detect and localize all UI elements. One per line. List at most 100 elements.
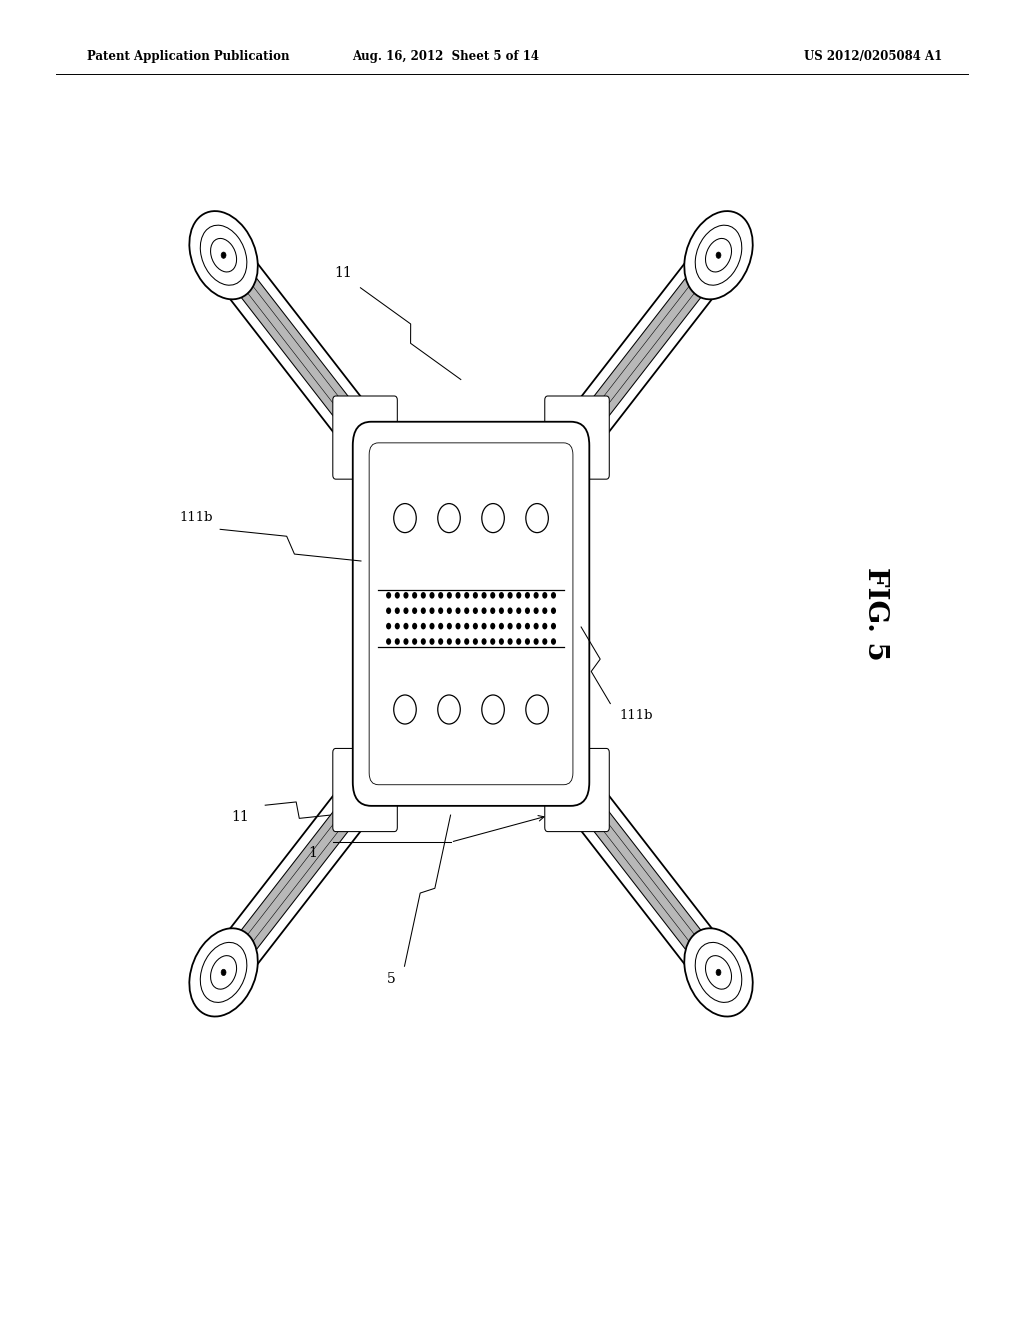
Circle shape	[473, 591, 478, 598]
FancyBboxPatch shape	[352, 422, 590, 805]
Circle shape	[481, 694, 504, 723]
Circle shape	[473, 623, 478, 630]
Circle shape	[394, 503, 417, 532]
Circle shape	[543, 591, 548, 598]
Circle shape	[464, 623, 469, 630]
Polygon shape	[578, 275, 703, 437]
Circle shape	[403, 591, 409, 598]
Circle shape	[412, 623, 417, 630]
Polygon shape	[578, 791, 703, 953]
Circle shape	[534, 607, 539, 614]
Circle shape	[412, 607, 417, 614]
Circle shape	[490, 607, 496, 614]
Circle shape	[543, 623, 548, 630]
Text: 111b: 111b	[179, 511, 213, 524]
Circle shape	[499, 623, 504, 630]
Ellipse shape	[189, 211, 258, 300]
Circle shape	[481, 591, 486, 598]
Text: 1: 1	[308, 846, 316, 859]
Circle shape	[473, 607, 478, 614]
Text: 111b: 111b	[620, 709, 653, 722]
Circle shape	[481, 639, 486, 644]
Circle shape	[525, 607, 530, 614]
Circle shape	[551, 639, 556, 644]
Circle shape	[526, 503, 549, 532]
Circle shape	[525, 591, 530, 598]
FancyBboxPatch shape	[333, 748, 397, 832]
Circle shape	[534, 623, 539, 630]
Circle shape	[525, 623, 530, 630]
Text: FIG. 5: FIG. 5	[862, 566, 889, 661]
Circle shape	[551, 623, 556, 630]
FancyBboxPatch shape	[333, 396, 397, 479]
Circle shape	[421, 623, 426, 630]
Circle shape	[394, 591, 399, 598]
Circle shape	[534, 591, 539, 598]
Ellipse shape	[189, 928, 258, 1016]
Circle shape	[456, 623, 461, 630]
Circle shape	[473, 639, 478, 644]
Circle shape	[386, 591, 391, 598]
Circle shape	[386, 623, 391, 630]
Circle shape	[516, 591, 521, 598]
Circle shape	[438, 591, 443, 598]
Circle shape	[403, 623, 409, 630]
Circle shape	[490, 639, 496, 644]
Circle shape	[526, 694, 549, 723]
Circle shape	[446, 639, 452, 644]
FancyBboxPatch shape	[545, 396, 609, 479]
Circle shape	[534, 639, 539, 644]
Text: Aug. 16, 2012  Sheet 5 of 14: Aug. 16, 2012 Sheet 5 of 14	[352, 50, 539, 63]
Circle shape	[421, 591, 426, 598]
Circle shape	[446, 607, 452, 614]
Circle shape	[421, 607, 426, 614]
Circle shape	[446, 623, 452, 630]
Circle shape	[403, 639, 409, 644]
Text: 11: 11	[231, 810, 249, 824]
Circle shape	[490, 623, 496, 630]
Circle shape	[429, 591, 434, 598]
Circle shape	[551, 591, 556, 598]
Circle shape	[394, 694, 417, 723]
Circle shape	[412, 591, 417, 598]
Text: Patent Application Publication: Patent Application Publication	[87, 50, 290, 63]
Circle shape	[456, 607, 461, 614]
Circle shape	[438, 607, 443, 614]
Circle shape	[394, 639, 399, 644]
Circle shape	[221, 252, 226, 259]
Circle shape	[386, 607, 391, 614]
Circle shape	[508, 623, 513, 630]
Circle shape	[508, 591, 513, 598]
Circle shape	[543, 607, 548, 614]
Circle shape	[464, 607, 469, 614]
Circle shape	[499, 639, 504, 644]
Circle shape	[499, 591, 504, 598]
Polygon shape	[563, 772, 718, 972]
Ellipse shape	[684, 211, 753, 300]
Polygon shape	[563, 256, 718, 455]
Circle shape	[386, 639, 391, 644]
Circle shape	[429, 623, 434, 630]
FancyBboxPatch shape	[545, 748, 609, 832]
Circle shape	[221, 969, 226, 975]
Circle shape	[481, 623, 486, 630]
Text: 11: 11	[334, 267, 352, 280]
Circle shape	[490, 591, 496, 598]
Circle shape	[438, 694, 461, 723]
Circle shape	[499, 607, 504, 614]
Circle shape	[543, 639, 548, 644]
Circle shape	[394, 607, 399, 614]
Circle shape	[481, 503, 504, 532]
Circle shape	[464, 591, 469, 598]
Circle shape	[446, 591, 452, 598]
Polygon shape	[239, 791, 365, 953]
Circle shape	[394, 623, 399, 630]
Polygon shape	[239, 275, 365, 437]
Circle shape	[508, 607, 513, 614]
Text: US 2012/0205084 A1: US 2012/0205084 A1	[804, 50, 942, 63]
Polygon shape	[224, 772, 379, 972]
Circle shape	[438, 623, 443, 630]
Circle shape	[551, 607, 556, 614]
Circle shape	[438, 503, 461, 532]
Circle shape	[464, 639, 469, 644]
